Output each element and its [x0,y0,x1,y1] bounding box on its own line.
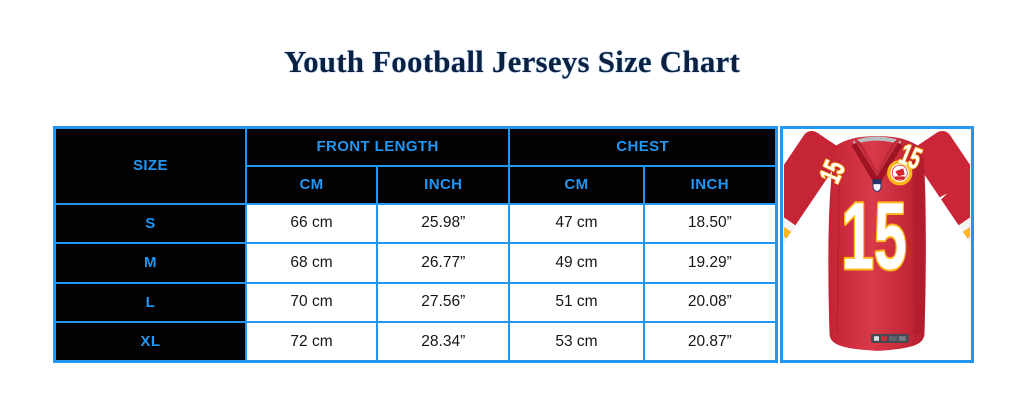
subheader-front-cm: CM [244,164,379,205]
subheader-chest-cm: CM [508,164,645,205]
front-length-cm-cell: 68 cm [244,242,379,284]
column-header-chest: CHEST [508,126,778,167]
chest-inch-cell: 20.08” [642,281,778,323]
chest-inch-cell: 18.50” [642,202,778,244]
front-length-inch-cell: 26.77” [376,242,511,284]
jersey-torso [828,136,926,351]
front-length-cm-cell: 66 cm [244,202,379,244]
table-header-row-2: CM INCH CM INCH [55,164,778,205]
subheader-front-inch: INCH [376,164,511,205]
jock-tag [871,334,909,343]
jersey-right-sleeve [908,130,970,252]
page-title: Youth Football Jerseys Size Chart [283,44,741,79]
chest-cm-cell: 51 cm [508,281,645,323]
table-row-m: M 68 cm 26.77” 49 cm 19.29” [53,242,778,284]
table-row-l: L 70 cm 27.56” 51 cm 20.08” [53,281,778,323]
chest-inch-cell: 19.29” [642,242,778,284]
table-row-xl: XL 72 cm 28.34” 53 cm 20.87” [53,321,778,363]
table-header-row-1: SIZE FRONT LENGTH CHEST [53,126,778,205]
jersey-chest-number: 15 [841,182,906,289]
jersey-left-sleeve [784,130,846,252]
nfl-shield-icon [872,179,882,193]
swoosh-icon [933,193,948,204]
column-header-size: SIZE [53,126,247,205]
table-row-s: S 66 cm 25.98” 47 cm 18.50” [53,202,778,244]
team-logo-patch [887,160,913,186]
jersey-illustration: 15 15 15 [784,130,970,351]
chest-cm-cell: 53 cm [508,321,645,363]
chest-cm-cell: 49 cm [508,242,645,284]
jersey-side-panel [912,156,925,336]
front-length-cm-cell: 72 cm [244,321,379,363]
size-cell: S [53,202,247,244]
chest-cm-cell: 47 cm [508,202,645,244]
jersey-side-seam [836,159,841,332]
size-chart-table: SIZE FRONT LENGTH CHEST CM INCH CM INCH … [53,126,778,363]
size-cell: XL [53,321,247,363]
size-cell: M [53,242,247,284]
subheader-chest-inch: INCH [642,164,778,205]
front-length-inch-cell: 25.98” [376,202,511,244]
chest-inch-cell: 20.87” [642,321,778,363]
jersey-product-image: 15 15 15 [780,126,974,363]
front-length-inch-cell: 27.56” [376,281,511,323]
size-cell: L [53,281,247,323]
front-length-inch-cell: 28.34” [376,321,511,363]
size-chart-section: SIZE FRONT LENGTH CHEST CM INCH CM INCH … [53,126,974,363]
front-length-cm-cell: 70 cm [244,281,379,323]
jersey-collar-trim [853,138,901,177]
column-header-front-length: FRONT LENGTH [244,126,511,167]
